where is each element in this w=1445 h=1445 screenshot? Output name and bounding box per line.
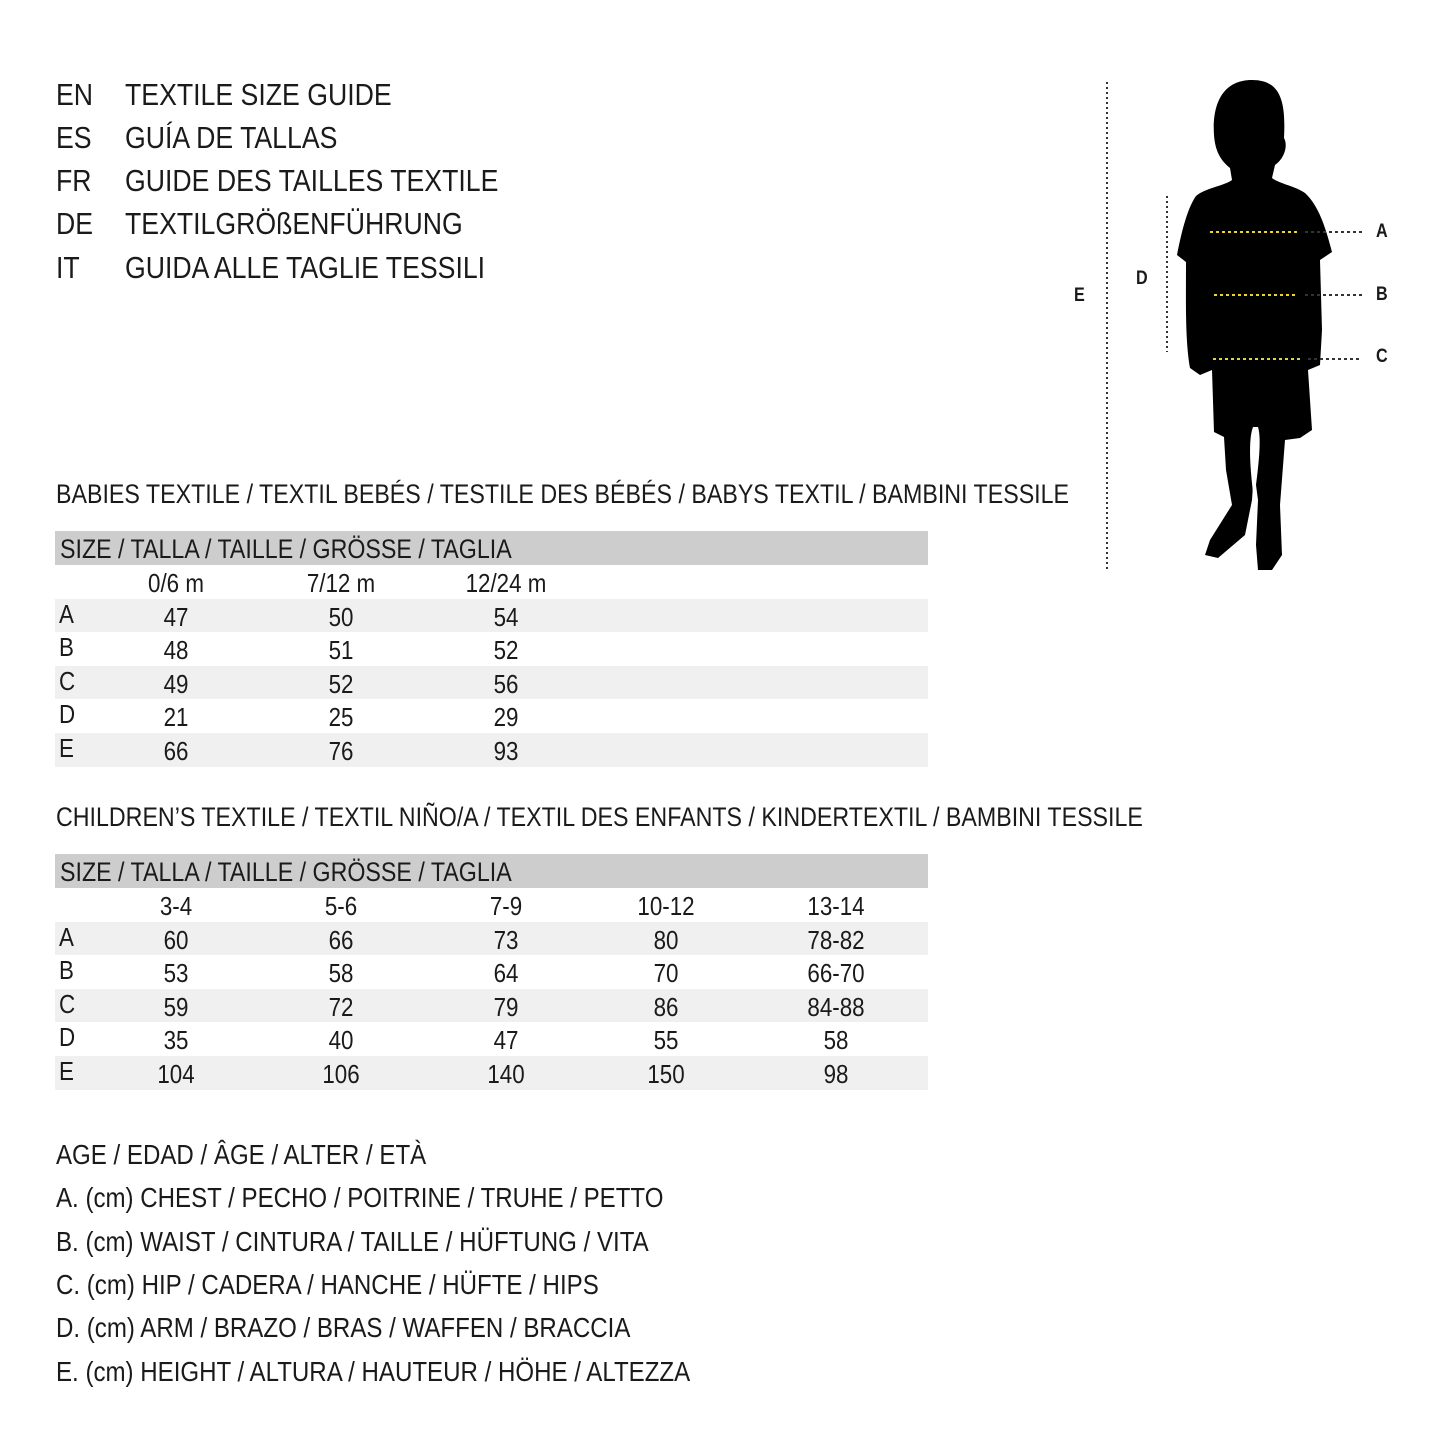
table-cell: 55 [653,1025,679,1056]
table-row: A 47 50 54 [55,598,928,633]
measure-label-d: D [1136,268,1148,289]
measure-label-c: C [1376,346,1388,367]
lang-title: TEXTILGRÖßENFÜHRUNG [125,206,463,241]
table-row: C 59 72 79 86 84-88 [55,988,928,1023]
lang-code: IT [56,250,80,285]
table-cell: 29 [493,702,519,733]
table-cell: 40 [328,1025,354,1056]
table-cell: 54 [493,601,519,632]
legend-item: C. (cm) HIP / CADERA / HANCHE / HÜFTE / … [56,1269,599,1300]
table-cell: 47 [493,1025,519,1056]
table-cell: 56 [493,668,519,699]
column-header: 5-6 [324,891,358,921]
table-row: D 35 40 47 55 58 [55,1022,928,1056]
lang-code: ES [56,120,92,155]
column-header: 0/6 m [148,568,204,598]
table-cell: 66-70 [807,958,865,989]
row-label: C [59,665,76,696]
column-header: 3-4 [159,891,193,921]
table-cell: 78-82 [807,924,865,955]
table-cell: 52 [328,668,354,699]
table-cell: 59 [163,991,189,1022]
table-cell: 21 [163,702,189,733]
table-cell: 66 [163,735,189,766]
column-header: 10-12 [637,891,695,921]
table-row: B 53 58 64 70 66-70 [55,955,928,989]
lang-code: FR [56,163,92,198]
size-header: SIZE / TALLA / TAILLE / GRÖSSE / TAGLIA [60,857,512,887]
measure-label-e: E [1073,285,1085,306]
column-header: 7-9 [489,891,523,921]
size-header-band: SIZE / TALLA / TAILLE / GRÖSSE / TAGLIA [55,531,928,565]
row-label: A [59,921,74,952]
table-cell: 60 [163,924,189,955]
legend-item: D. (cm) ARM / BRAZO / BRAS / WAFFEN / BR… [56,1312,631,1343]
table-cell: 106 [322,1058,360,1089]
column-header: 12/24 m [465,568,547,598]
table-cell: 150 [647,1058,685,1089]
lang-code: EN [56,77,94,112]
table-cell: 35 [163,1025,189,1056]
row-label: A [59,598,74,629]
row-label: B [59,955,74,986]
table-cell: 70 [653,958,679,989]
table-cell: 86 [653,991,679,1022]
lang-code: DE [56,206,94,241]
table-cell: 80 [653,924,679,955]
table-cell: 93 [493,735,519,766]
table-cell: 48 [163,635,189,666]
table-cell: 64 [493,958,519,989]
table-row: A 60 66 73 80 78-82 [55,921,928,956]
table-row: E 66 76 93 [55,732,928,767]
table-cell: 84-88 [807,991,865,1022]
table-cell: 50 [328,601,354,632]
table-row: B 48 51 52 [55,632,928,666]
table-cell: 53 [163,958,189,989]
lang-title: GUIDE DES TAILLES TEXTILE [125,163,499,198]
table-cell: 104 [157,1058,195,1089]
lang-title: TEXTILE SIZE GUIDE [125,77,392,112]
table-cell: 51 [328,635,354,666]
babies-section-title: BABIES TEXTILE / TEXTIL BEBÉS / TESTILE … [56,479,1070,509]
table-cell: 98 [823,1058,849,1089]
table-cell: 49 [163,668,189,699]
row-label: C [59,988,76,1019]
babies-size-table: SIZE / TALLA / TAILLE / GRÖSSE / TAGLIA … [55,531,928,767]
lang-title: GUIDA ALLE TAGLIE TESSILI [125,250,486,285]
table-cell: 73 [493,924,519,955]
row-label: B [59,632,74,663]
column-header-row: 0/6 m 7/12 m 12/24 m [55,565,928,599]
size-header-band: SIZE / TALLA / TAILLE / GRÖSSE / TAGLIA [55,854,928,888]
column-header: 13-14 [807,891,865,921]
table-cell: 47 [163,601,189,632]
children-size-table: SIZE / TALLA / TAILLE / GRÖSSE / TAGLIA … [55,854,928,1090]
legend-item: A. (cm) CHEST / PECHO / POITRINE / TRUHE… [56,1182,664,1213]
table-cell: 140 [487,1058,525,1089]
row-label: D [59,699,76,730]
table-cell: 79 [493,991,519,1022]
table-cell: 66 [328,924,354,955]
table-row: C 49 52 56 [55,665,928,700]
legend-item: AGE / EDAD / ÂGE / ALTER / ETÀ [56,1139,427,1170]
table-cell: 25 [328,702,354,733]
table-row: D 21 25 29 [55,699,928,733]
table-cell: 58 [823,1025,849,1056]
legend-item: B. (cm) WAIST / CINTURA / TAILLE / HÜFTU… [56,1226,649,1257]
table-cell: 58 [328,958,354,989]
row-label: E [59,1055,74,1086]
children-section-title: CHILDREN’S TEXTILE / TEXTIL NIÑO/A / TEX… [56,802,1143,832]
size-header: SIZE / TALLA / TAILLE / GRÖSSE / TAGLIA [60,534,512,564]
table-cell: 72 [328,991,354,1022]
measure-label-a: A [1376,221,1388,242]
row-label: E [59,732,74,763]
table-cell: 52 [493,635,519,666]
column-header-row: 3-4 5-6 7-9 10-12 13-14 [55,888,928,922]
column-header: 7/12 m [306,568,376,598]
table-row: E 104 106 140 150 98 [55,1055,928,1090]
row-label: D [59,1022,76,1053]
lang-title: GUÍA DE TALLAS [125,120,338,155]
table-cell: 76 [328,735,354,766]
measure-label-b: B [1376,284,1388,305]
legend-item: E. (cm) HEIGHT / ALTURA / HAUTEUR / HÖHE… [56,1356,691,1387]
